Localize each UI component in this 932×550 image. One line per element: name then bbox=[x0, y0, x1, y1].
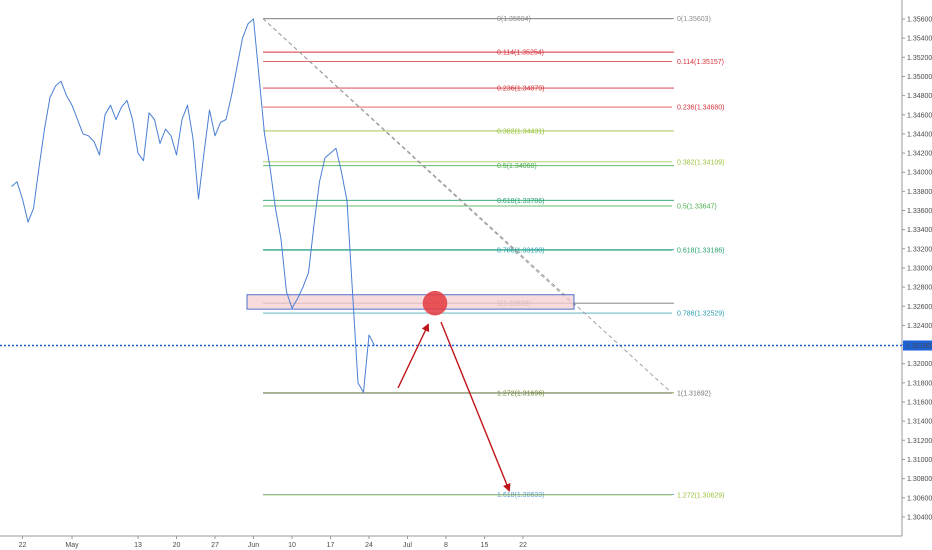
fib-level-label: 1.618(1.30633) bbox=[497, 492, 544, 499]
x-tick-label: 13 bbox=[134, 542, 142, 549]
y-tick-label: 1.32400 bbox=[907, 323, 932, 330]
y-tick-label: 1.30600 bbox=[907, 495, 932, 502]
y-tick-label: 1.35400 bbox=[907, 36, 932, 43]
y-tick-label: 1.34200 bbox=[907, 151, 932, 158]
y-tick-label: 1.35200 bbox=[907, 55, 932, 62]
x-tick-label: 10 bbox=[288, 542, 296, 549]
x-tick-label: 27 bbox=[211, 542, 219, 549]
x-tick-label: 20 bbox=[173, 542, 181, 549]
y-tick-label: 1.33200 bbox=[907, 246, 932, 253]
price-line[interactable] bbox=[11, 18, 375, 393]
fib-level-label: 0.236(1.34879) bbox=[497, 86, 544, 93]
fib-ext-label: 0.114(1.35157) bbox=[677, 59, 724, 66]
y-tick-label: 1.35600 bbox=[907, 17, 932, 24]
y-tick-label: 1.33800 bbox=[907, 189, 932, 196]
fib-level-label: 0.5(1.34068) bbox=[497, 163, 537, 170]
fib-ext-label: 0.618(1.33186) bbox=[677, 248, 724, 255]
y-tick-label: 1.35000 bbox=[907, 74, 932, 81]
x-tick-label: 24 bbox=[365, 542, 373, 549]
x-tick-label: 15 bbox=[481, 542, 489, 549]
y-tick-label: 1.34800 bbox=[907, 93, 932, 100]
fib-level-label: 0.382(1.34431) bbox=[497, 128, 544, 135]
fib-level-label: 0.114(1.35254) bbox=[497, 50, 544, 57]
y-tick-label: 1.34000 bbox=[907, 170, 932, 177]
fib-ext-label: 1.272(1.30629) bbox=[677, 492, 724, 499]
x-tick-label: 22 bbox=[519, 542, 527, 549]
fib-ext-label: 0.786(1.32529) bbox=[677, 311, 724, 318]
y-tick-label: 1.33600 bbox=[907, 208, 932, 215]
x-tick-label: Jul bbox=[403, 542, 412, 549]
x-tick-label: 17 bbox=[327, 542, 335, 549]
fib-ext-label: 0.382(1.34109) bbox=[677, 159, 724, 166]
x-tick-label: 22 bbox=[19, 542, 27, 549]
fib-ext-label: 0.5(1.33647) bbox=[677, 203, 717, 210]
y-tick-label: 1.31800 bbox=[907, 380, 932, 387]
y-tick-label: 1.32800 bbox=[907, 285, 932, 292]
support-zone[interactable] bbox=[246, 294, 575, 310]
retest-circle-marker[interactable] bbox=[422, 290, 448, 316]
arrow-down[interactable] bbox=[440, 321, 511, 492]
y-tick-label: 1.33400 bbox=[907, 227, 932, 234]
x-tick-label: May bbox=[65, 542, 79, 549]
fib-level-label: 0(1.35604) bbox=[497, 16, 531, 23]
y-tick-label: 1.34600 bbox=[907, 112, 932, 119]
y-tick-label: 1.32000 bbox=[907, 361, 932, 368]
trend-line-dashed[interactable] bbox=[262, 18, 576, 307]
y-tick-label: 1.31200 bbox=[907, 438, 932, 445]
y-tick-label: 1.33000 bbox=[907, 265, 932, 272]
current-price-label: 1.32190 bbox=[906, 343, 931, 350]
fib-level-label: 0.786(1.33190) bbox=[497, 247, 544, 254]
x-tick-label: 8 bbox=[444, 542, 448, 549]
y-tick-label: 1.30800 bbox=[907, 476, 932, 483]
x-tick-label: Jun bbox=[248, 542, 259, 549]
y-tick-label: 1.31600 bbox=[907, 400, 932, 407]
y-tick-label: 1.34400 bbox=[907, 131, 932, 138]
fib-level-label: 0.618(1.33706) bbox=[497, 198, 544, 205]
current-price-tag bbox=[903, 340, 932, 351]
fib-level-label: 1.272(1.31696) bbox=[497, 390, 544, 397]
y-tick-label: 1.31000 bbox=[907, 457, 932, 464]
y-tick-label: 1.31400 bbox=[907, 419, 932, 426]
fib-ext-label: 1(1.31692) bbox=[677, 391, 711, 398]
fib-ext-label: 0.236(1.34680) bbox=[677, 105, 724, 112]
y-tick-label: 1.30400 bbox=[907, 514, 932, 521]
y-tick-label: 1.32600 bbox=[907, 304, 932, 311]
arrow-up[interactable] bbox=[397, 323, 430, 389]
fib-ext-label: 0(1.35603) bbox=[677, 16, 711, 23]
